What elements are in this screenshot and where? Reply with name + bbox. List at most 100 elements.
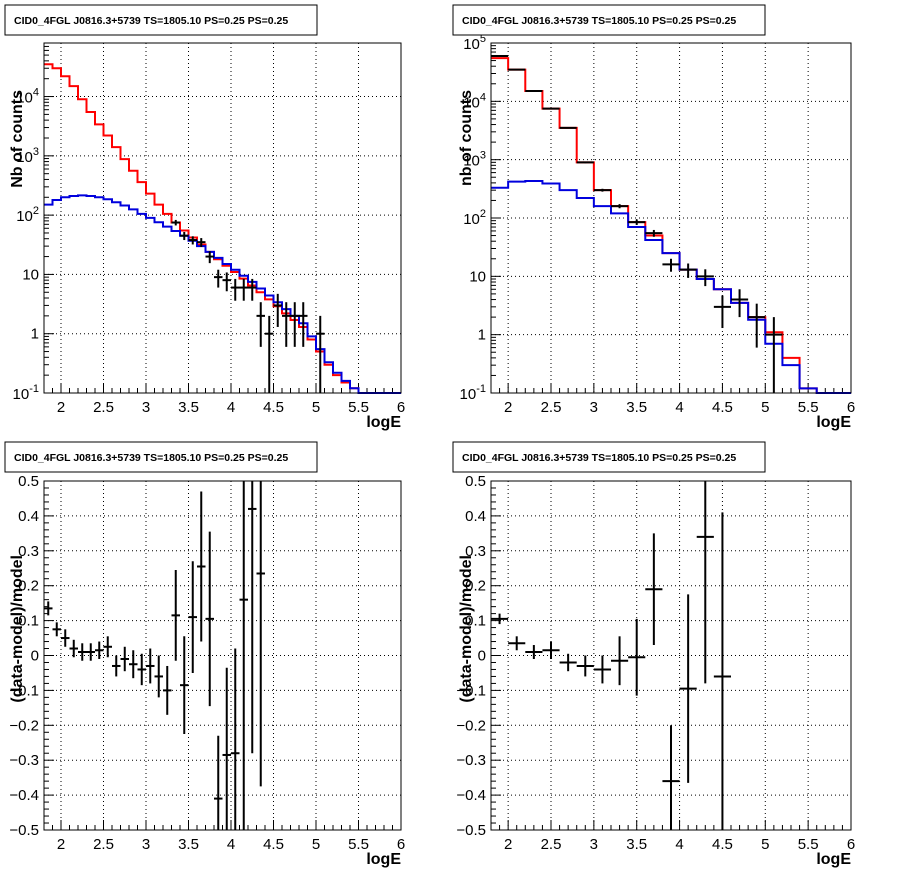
- data-points: [491, 56, 782, 393]
- grid: [44, 43, 401, 393]
- y-tick-label: −0.4: [9, 787, 39, 804]
- chart-title: CID0_4FGL J0816.3+5739 TS=1805.10 PS=0.2…: [14, 15, 288, 27]
- x-tick-label: 4: [227, 399, 235, 416]
- grid: [44, 481, 401, 830]
- data-point: [748, 304, 765, 348]
- x-tick-label: 3.5: [178, 399, 199, 416]
- data-point: [765, 317, 782, 393]
- chart-title: CID0_4FGL J0816.3+5739 TS=1805.10 PS=0.2…: [462, 452, 736, 464]
- data-point: [172, 570, 181, 661]
- data-point: [628, 619, 645, 696]
- data-point: [180, 636, 189, 734]
- x-tick-label: 2: [57, 836, 65, 853]
- x-tick-label: 3.5: [178, 836, 199, 853]
- y-tick-label-base: 10: [463, 211, 480, 228]
- y-tick-label: 10-1: [460, 383, 486, 403]
- data-point: [594, 189, 611, 192]
- data-point: [129, 650, 138, 678]
- data-point: [508, 636, 525, 650]
- data-points: [44, 481, 265, 830]
- x-tick-label: 2.5: [541, 399, 562, 416]
- data-point: [491, 614, 508, 624]
- y-tick-label-base: 10: [16, 208, 33, 225]
- data-point: [316, 316, 325, 393]
- y-tick-label: 102: [463, 208, 486, 228]
- y-tick-label-exp: -1: [29, 383, 39, 395]
- x-tick-label: 4: [227, 836, 235, 853]
- model-bkg-line: [44, 195, 401, 393]
- data-point: [291, 302, 300, 347]
- data-point: [138, 654, 147, 685]
- y-tick-label: 1: [478, 327, 486, 344]
- data-point: [577, 656, 594, 677]
- model-bkg-line: [491, 181, 851, 393]
- y-tick-label: −0.2: [456, 717, 486, 734]
- data-point: [560, 654, 577, 671]
- data-point: [265, 316, 274, 393]
- x-tick-label: 4.5: [263, 399, 284, 416]
- data-point: [680, 594, 697, 782]
- x-tick-label: 3: [590, 836, 598, 853]
- x-tick-label: 2.5: [93, 836, 114, 853]
- data-point: [146, 649, 155, 684]
- data-point: [189, 561, 198, 673]
- y-tick-label-exp: 3: [480, 150, 486, 162]
- x-tick-label: 4: [675, 836, 683, 853]
- x-tick-label: 2: [504, 836, 512, 853]
- y-tick-label: 1: [31, 326, 39, 343]
- chart-title: CID0_4FGL J0816.3+5739 TS=1805.10 PS=0.2…: [14, 452, 288, 464]
- data-point: [662, 259, 679, 272]
- data-point: [680, 263, 697, 277]
- data-point: [257, 481, 266, 786]
- x-tick-label: 4.5: [263, 836, 284, 853]
- data-point: [274, 294, 283, 327]
- y-tick-label: 0.4: [18, 508, 39, 525]
- x-axis-label: logE: [366, 851, 401, 868]
- data-point: [299, 302, 308, 347]
- data-point: [257, 302, 266, 347]
- chart-title: CID0_4FGL J0816.3+5739 TS=1805.10 PS=0.2…: [462, 15, 736, 27]
- x-tick-label: 3: [590, 399, 598, 416]
- x-axis-label: logE: [816, 851, 851, 868]
- grid: [491, 43, 851, 393]
- data-point: [577, 162, 594, 164]
- data-point: [61, 629, 70, 646]
- x-tick-label: 5: [312, 836, 320, 853]
- x-tick-label: 2: [504, 399, 512, 416]
- plot-frame: [44, 481, 401, 830]
- x-tick-label: 2: [57, 399, 65, 416]
- y-tick-label-exp: -1: [476, 383, 486, 395]
- data-point: [611, 204, 628, 208]
- x-tick-label: 4.5: [712, 836, 733, 853]
- x-tick-label: 2.5: [93, 399, 114, 416]
- x-tick-label: 3: [142, 836, 150, 853]
- data-point: [95, 642, 104, 659]
- y-tick-label: 0: [31, 648, 39, 665]
- data-point: [560, 127, 577, 128]
- y-tick-label: 0.5: [18, 473, 39, 490]
- data-point: [163, 666, 172, 715]
- x-tick-label: 4.5: [712, 399, 733, 416]
- data-point: [594, 656, 611, 684]
- y-tick-label: −0.4: [456, 787, 486, 804]
- plot-frame: [44, 43, 401, 393]
- data-point: [662, 725, 679, 830]
- data-point: [172, 220, 181, 226]
- axis-ticks: [44, 43, 401, 393]
- x-axis-label: logE: [816, 414, 851, 431]
- y-tick-label-exp: 4: [480, 91, 486, 103]
- data-point: [231, 279, 240, 301]
- y-tick-label-exp: 2: [480, 208, 486, 220]
- data-point: [180, 232, 189, 240]
- y-tick-label: 105: [463, 33, 486, 53]
- y-tick-label: −0.3: [456, 752, 486, 769]
- x-tick-label: 5: [312, 399, 320, 416]
- data-point: [112, 656, 121, 677]
- y-tick-label: 10: [469, 268, 486, 285]
- y-tick-label: 10-1: [13, 383, 39, 403]
- data-point: [70, 640, 79, 657]
- y-tick-label: 0.4: [465, 508, 486, 525]
